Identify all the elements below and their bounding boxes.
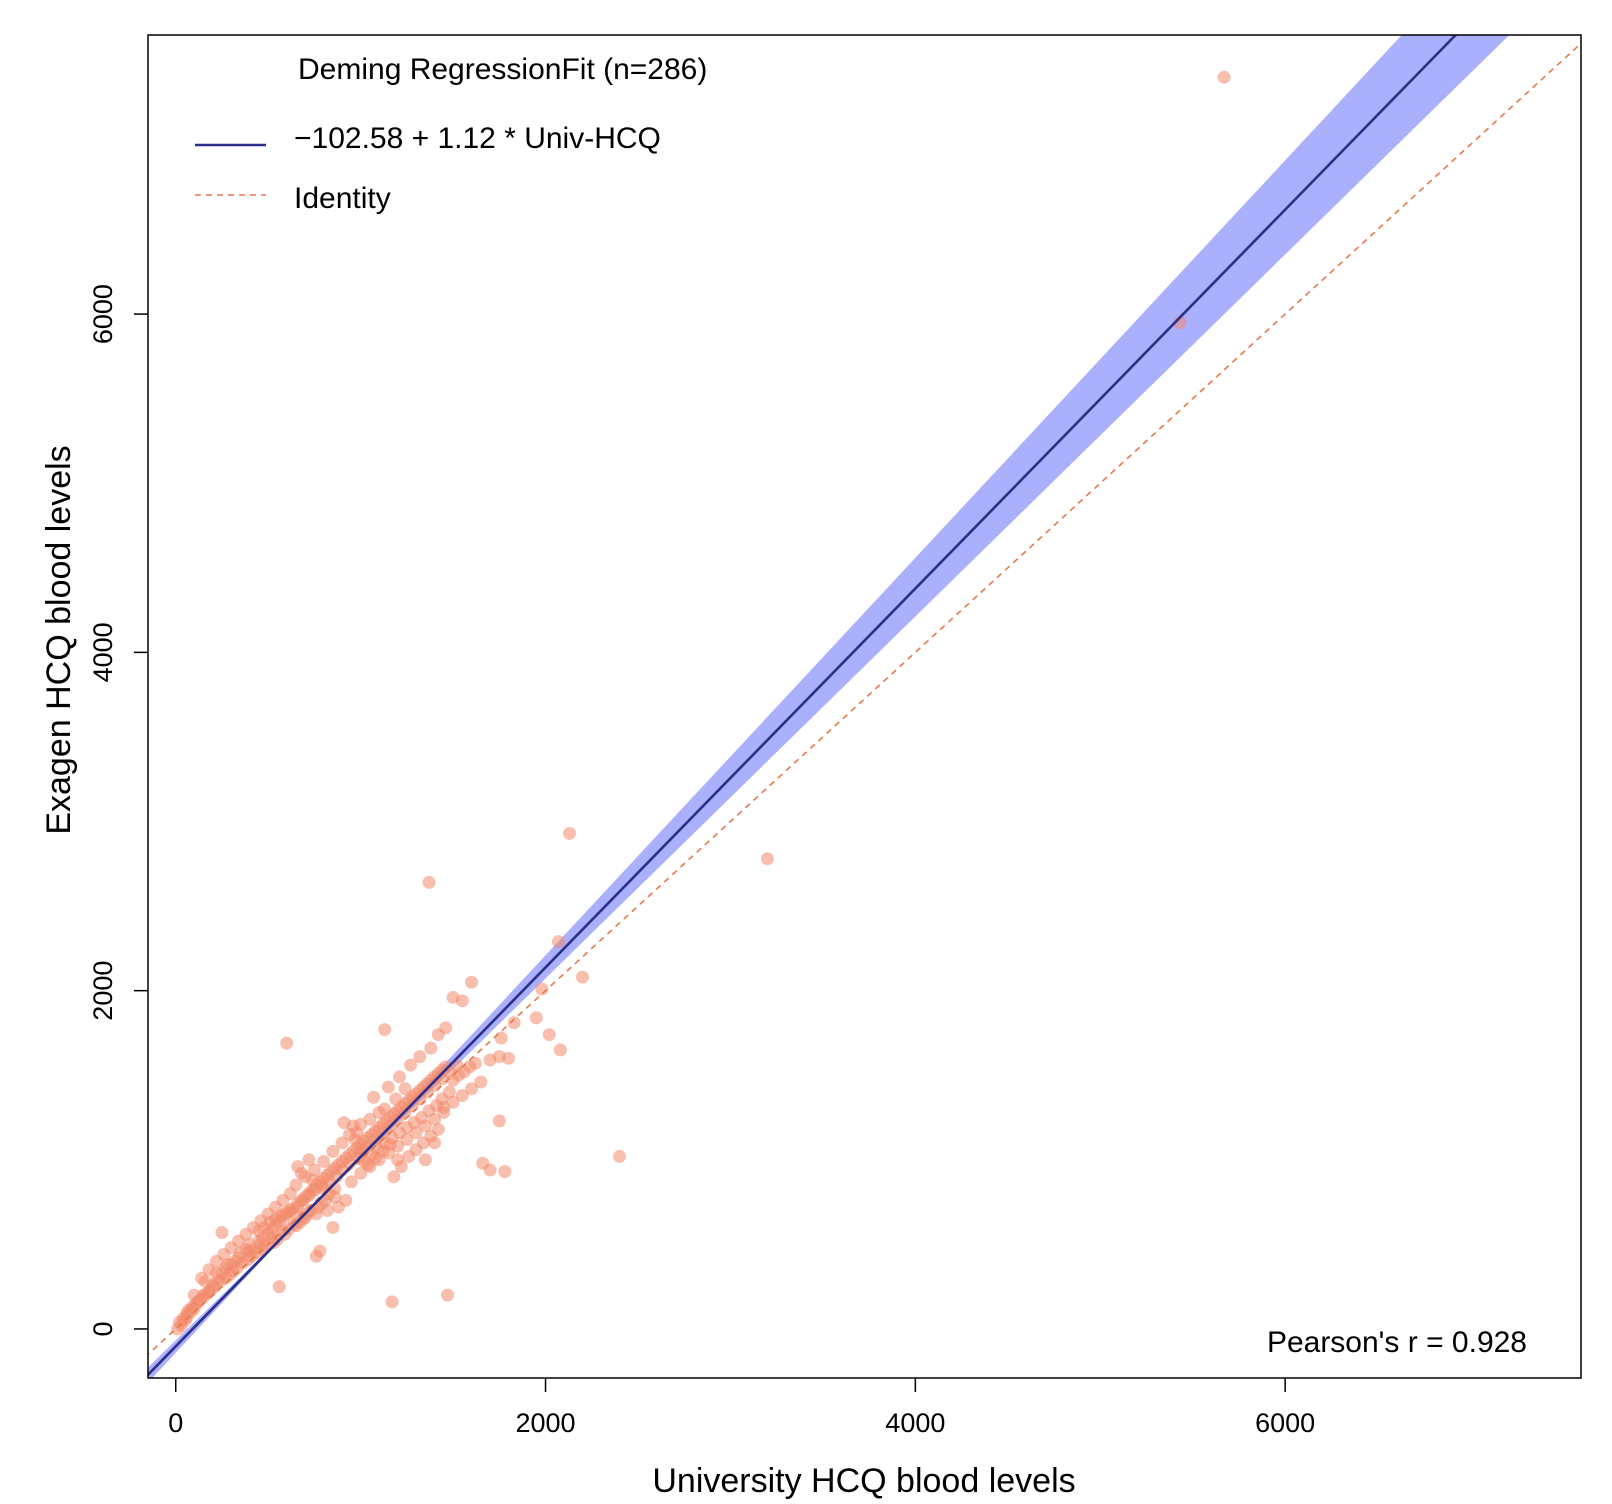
data-point <box>392 1070 406 1084</box>
data-point <box>215 1226 229 1240</box>
data-point <box>413 1050 427 1064</box>
x-tick-label: 6000 <box>1255 1408 1315 1438</box>
data-point <box>553 1043 567 1057</box>
data-point <box>335 1136 349 1150</box>
data-point <box>317 1154 331 1168</box>
x-tick-label: 2000 <box>516 1408 576 1438</box>
data-point <box>418 1153 432 1167</box>
data-point <box>354 1166 368 1180</box>
data-point <box>468 1056 482 1070</box>
data-point <box>542 1028 556 1042</box>
regression-line <box>148 35 1458 1377</box>
legend-regression-label: −102.58 + 1.12 * Univ-HCQ <box>294 122 661 155</box>
data-point <box>613 1149 627 1163</box>
data-point <box>331 1200 345 1214</box>
data-point <box>209 1254 223 1268</box>
legend-title: Deming RegressionFit (n=286) <box>298 53 707 86</box>
data-point <box>576 970 590 984</box>
data-point <box>422 875 436 889</box>
legend: Deming RegressionFit (n=286) −102.58 + 1… <box>195 53 707 215</box>
data-point <box>424 1041 438 1055</box>
data-point <box>1217 70 1231 84</box>
data-point <box>404 1058 418 1072</box>
data-point <box>252 1224 266 1238</box>
data-point <box>344 1175 358 1189</box>
plot-frame <box>147 34 1582 1379</box>
pearson-annotation: Pearson's r = 0.928 <box>1267 1326 1527 1359</box>
data-point <box>446 1095 460 1109</box>
data-point <box>171 1322 185 1336</box>
y-tick-label: 2000 <box>88 961 118 1021</box>
data-point <box>387 1170 401 1184</box>
data-point <box>474 1075 488 1089</box>
data-point <box>465 1082 479 1096</box>
data-point <box>378 1102 392 1116</box>
y-axis-title: Exagen HCQ blood levels <box>40 445 78 834</box>
data-point <box>450 1058 464 1072</box>
x-tick-label: 4000 <box>885 1408 945 1438</box>
data-point <box>326 1144 340 1158</box>
data-point <box>337 1116 351 1130</box>
y-tick-label: 0 <box>88 1321 118 1336</box>
confidence-band <box>148 35 1510 1378</box>
x-tick-label: 0 <box>168 1408 183 1438</box>
data-point <box>367 1090 381 1104</box>
data-point <box>441 1288 455 1302</box>
y-tick-label: 4000 <box>88 622 118 682</box>
data-point <box>326 1220 340 1234</box>
data-point <box>391 1153 405 1167</box>
data-point <box>483 1163 497 1177</box>
data-point <box>502 1051 516 1065</box>
legend-identity-label: Identity <box>294 182 391 215</box>
data-point <box>307 1163 321 1177</box>
data-point <box>378 1023 392 1037</box>
data-point <box>180 1307 194 1321</box>
data-points <box>171 70 1231 1336</box>
data-point <box>398 1082 412 1096</box>
data-point <box>302 1153 316 1167</box>
data-point <box>492 1114 506 1128</box>
data-point <box>439 1021 453 1035</box>
data-point <box>535 982 549 996</box>
data-point <box>294 1166 308 1180</box>
data-point <box>309 1249 323 1263</box>
data-point <box>529 1011 543 1025</box>
x-axis: 0 2000 4000 6000 <box>168 1378 1315 1438</box>
data-point <box>385 1295 399 1309</box>
data-point <box>498 1165 512 1179</box>
data-point <box>760 852 774 866</box>
data-point <box>465 975 479 989</box>
data-point <box>563 826 577 840</box>
data-point <box>507 1016 521 1030</box>
data-point <box>494 1031 508 1045</box>
data-point <box>455 1089 469 1103</box>
data-point <box>551 935 565 949</box>
data-point <box>272 1280 286 1294</box>
data-point <box>381 1080 395 1094</box>
data-point <box>348 1133 362 1147</box>
data-point <box>431 1122 445 1136</box>
data-point <box>389 1092 403 1106</box>
data-point <box>363 1112 377 1126</box>
data-point <box>455 994 469 1008</box>
y-tick-label: 6000 <box>88 284 118 344</box>
x-axis-title: University HCQ blood levels <box>652 1462 1075 1500</box>
y-axis: 0 2000 4000 6000 <box>88 284 148 1336</box>
data-point <box>280 1036 294 1050</box>
